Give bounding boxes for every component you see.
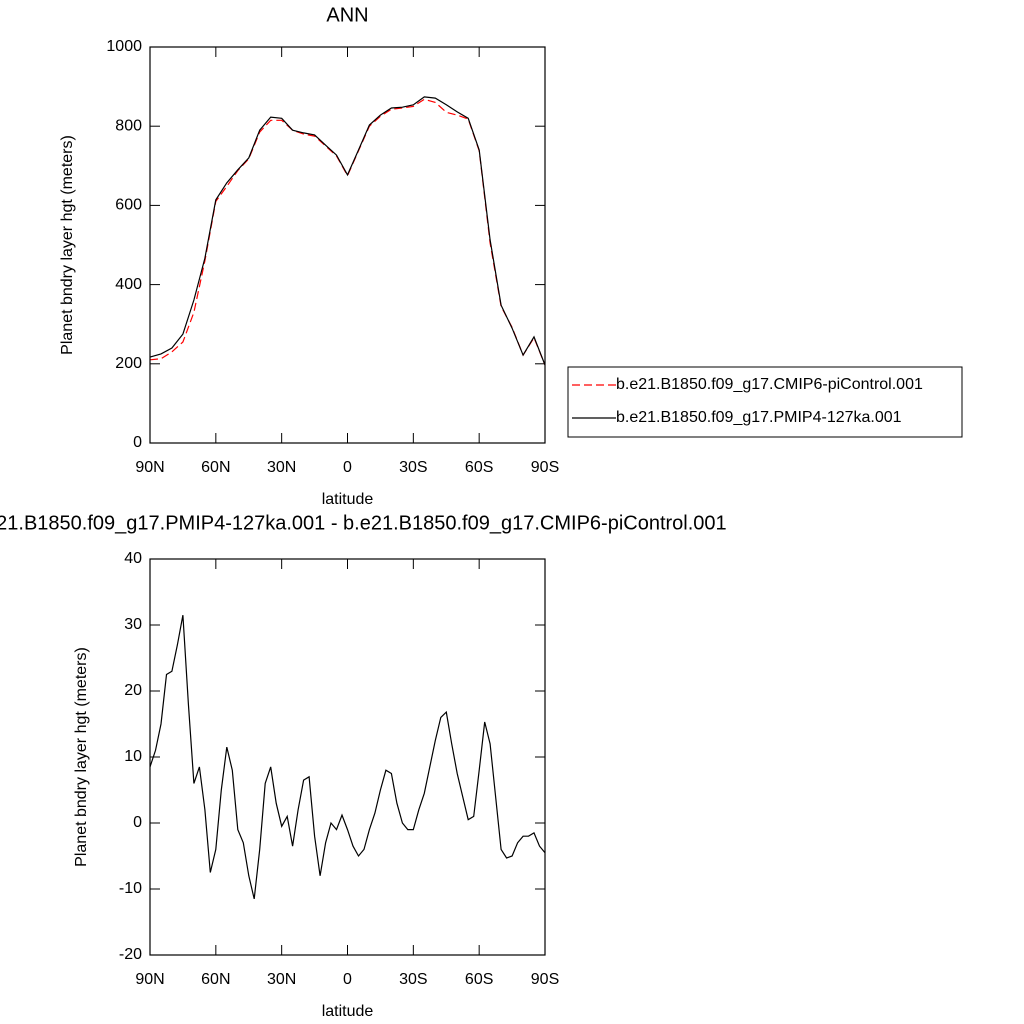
y-tick-label: -20 (119, 946, 142, 963)
y-tick-label: 30 (124, 616, 142, 633)
x-tick-label: 60S (465, 459, 493, 476)
legend-label: b.e21.B1850.f09_g17.PMIP4-127ka.001 (616, 409, 902, 426)
x-tick-label: 90S (531, 459, 559, 476)
y-axis-label: Planet bndry layer hgt (meters) (73, 647, 90, 867)
y-tick-label: 600 (115, 197, 142, 214)
y-tick-label: 20 (124, 682, 142, 699)
x-tick-label: 30S (399, 971, 427, 988)
plot-frame (149, 46, 546, 444)
y-tick-label: 0 (133, 814, 142, 831)
x-tick-label: 90S (531, 971, 559, 988)
data-line (149, 614, 546, 900)
x-tick-label: 60N (201, 459, 230, 476)
y-tick-label: -10 (119, 880, 142, 897)
legend-label: b.e21.B1850.f09_g17.CMIP6-piControl.001 (616, 376, 923, 393)
y-tick-label: 40 (124, 550, 142, 567)
y-tick-label: 0 (133, 434, 142, 451)
plot-frame (149, 558, 546, 956)
y-axis-label: Planet bndry layer hgt (meters) (59, 135, 76, 355)
x-tick-label: 60S (465, 971, 493, 988)
y-tick-label: 400 (115, 276, 142, 293)
y-tick-label: 800 (115, 117, 142, 134)
x-tick-label: 30N (267, 971, 296, 988)
legend-box (567, 366, 963, 438)
x-tick-label: 30N (267, 459, 296, 476)
y-tick-label: 200 (115, 355, 142, 372)
x-axis-label: latitude (322, 491, 374, 508)
x-axis-label: latitude (322, 1003, 374, 1020)
x-tick-label: 30S (399, 459, 427, 476)
x-tick-label: 0 (343, 459, 352, 476)
x-tick-label: 90N (135, 971, 164, 988)
data-line (149, 96, 546, 366)
x-tick-label: 90N (135, 459, 164, 476)
chart-title: b.e21.B1850.f09_g17.PMIP4-127ka.001 - b.… (0, 512, 727, 534)
chart-title: ANN (326, 4, 368, 26)
y-tick-label: 1000 (106, 38, 142, 55)
x-tick-label: 0 (343, 971, 352, 988)
x-tick-label: 60N (201, 971, 230, 988)
y-tick-label: 10 (124, 748, 142, 765)
